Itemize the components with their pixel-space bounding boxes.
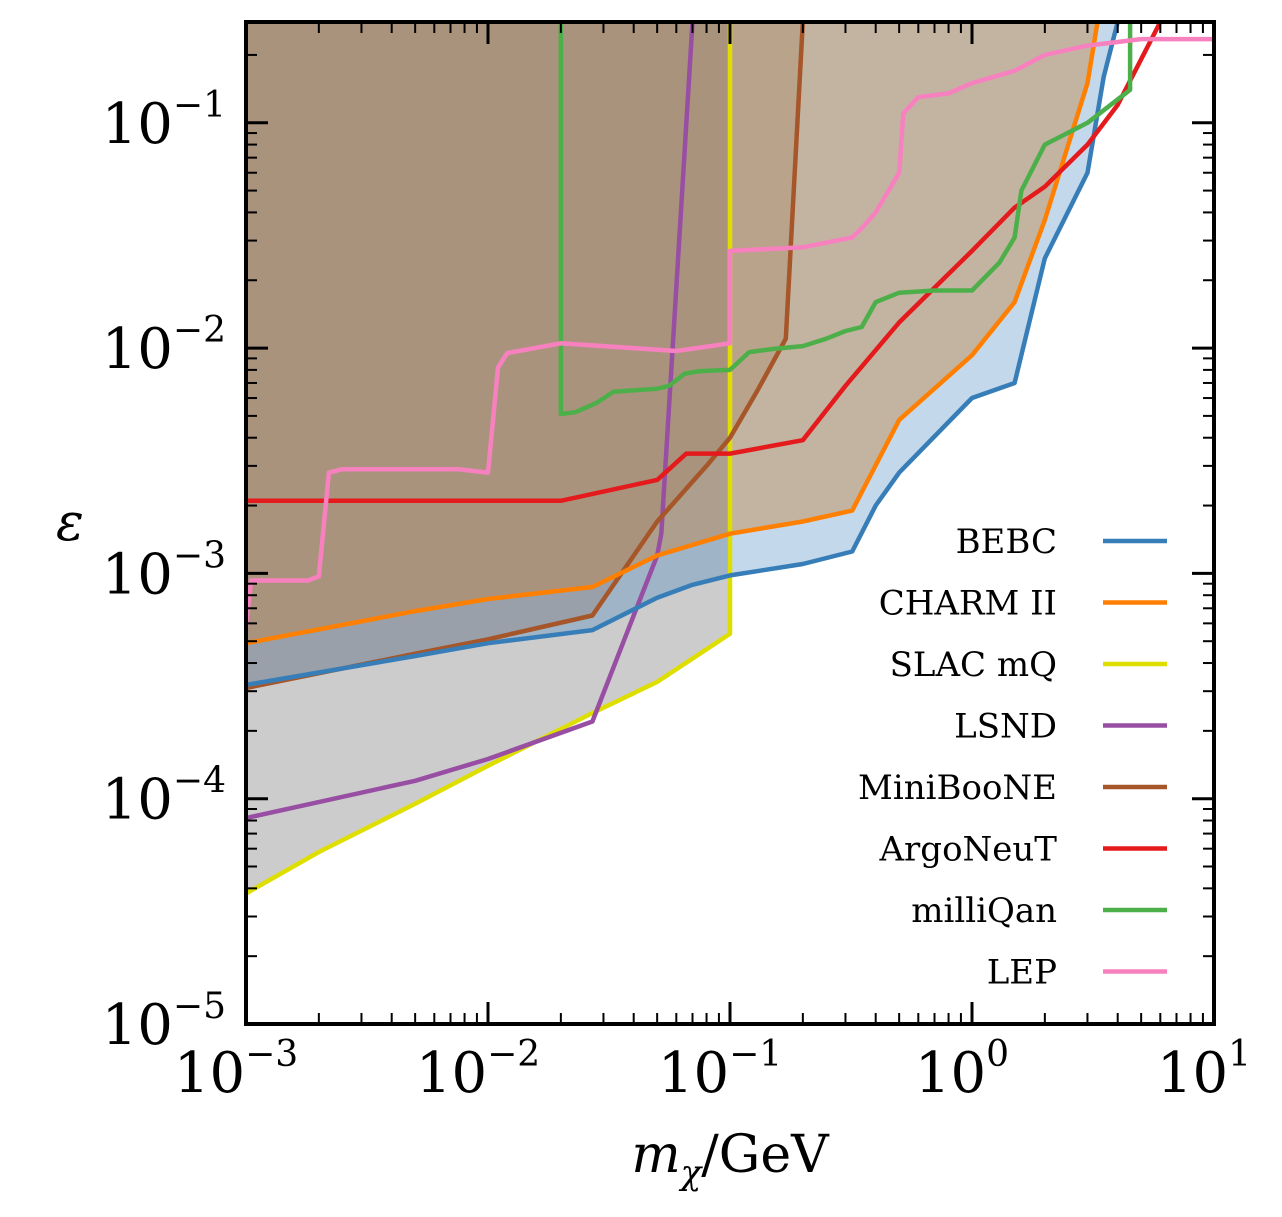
- legend-label-miniboone: MiniBooNE: [858, 768, 1057, 808]
- y-tick-label: 10−2: [102, 310, 226, 382]
- x-tick-label: 10−3: [174, 1034, 298, 1106]
- legend-label-lsnd: LSND: [954, 707, 1057, 747]
- line-lep: [246, 36, 1214, 627]
- x-tick-label: 101: [1157, 1034, 1251, 1106]
- x-tick-label: 100: [915, 1034, 1009, 1106]
- line-milliqan: [558, 22, 1133, 417]
- x-axis-label-main: m: [631, 1125, 680, 1185]
- fill-miniboone: [246, 22, 803, 688]
- x-axis-label: mχ/GeV: [631, 1125, 830, 1193]
- y-tick-label: 10−4: [102, 761, 226, 833]
- legend-label-bebc: BEBC: [956, 522, 1057, 562]
- x-tick-label: 10−2: [416, 1034, 540, 1106]
- x-axis-label-sub: χ: [679, 1153, 704, 1193]
- x-tick-label: 10−1: [658, 1034, 782, 1106]
- y-tick-label: 10−1: [102, 85, 226, 157]
- legend-label-charm-ii: CHARM II: [879, 584, 1057, 624]
- legend-label-milliqan: milliQan: [911, 891, 1057, 931]
- series-lines: [246, 22, 1214, 896]
- legend: BEBC CHARM II SLAC mQ LSND MiniBooNE ArgoNeuT…: [858, 522, 1167, 993]
- line-bebc: [246, 22, 1120, 688]
- y-tick-label: 10−5: [102, 986, 226, 1058]
- legend-label-argoneut: ArgoNeuT: [879, 830, 1058, 870]
- plot-frame: [244, 20, 1216, 1026]
- legend-label-slac-mq: SLAC mQ: [890, 645, 1057, 685]
- y-tick-labels: 10−5 10−4 10−3 10−2 10−1: [102, 85, 226, 1058]
- x-axis-label-rest: /GeV: [701, 1125, 830, 1185]
- fill-bebc: [246, 22, 1118, 685]
- y-axis-label: ε: [56, 493, 84, 553]
- x-tick-labels: 10−3 10−2 10−1 100 101: [174, 1034, 1251, 1106]
- y-tick-label: 10−3: [102, 535, 226, 607]
- line-lsnd: [246, 22, 695, 821]
- legend-label-lep: LEP: [987, 953, 1057, 993]
- line-miniboone: [246, 22, 806, 691]
- line-charm-ii: [246, 22, 1100, 646]
- line-argoneut: [246, 22, 1163, 504]
